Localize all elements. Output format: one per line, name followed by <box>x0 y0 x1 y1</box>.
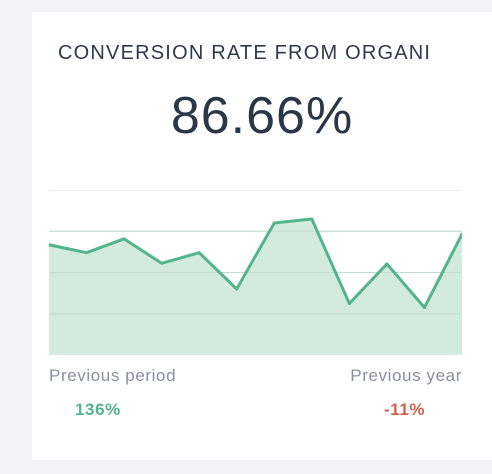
data-point <box>85 251 89 255</box>
area-fill <box>49 219 462 355</box>
data-point <box>272 221 276 225</box>
data-point <box>385 262 389 266</box>
sparkline-chart <box>49 190 462 355</box>
data-point <box>235 287 239 291</box>
metric-card: CONVERSION RATE FROM ORGANI 86.66% Previ… <box>32 12 492 460</box>
data-point <box>160 261 164 265</box>
data-point <box>347 302 351 306</box>
data-point <box>197 251 201 255</box>
previous-year-label: Previous year <box>350 366 462 385</box>
data-point <box>122 237 126 241</box>
data-point <box>460 232 462 236</box>
data-point <box>49 243 51 247</box>
widget-title: CONVERSION RATE FROM ORGANI <box>58 42 432 64</box>
previous-period-label: Previous period <box>49 366 177 385</box>
series-line <box>49 217 462 309</box>
kpi-value: 86.66% <box>170 87 354 145</box>
previous-year-value: -11% <box>384 400 426 419</box>
previous-period-value: 136% <box>75 400 121 419</box>
data-point <box>422 305 426 309</box>
data-point <box>310 217 314 221</box>
